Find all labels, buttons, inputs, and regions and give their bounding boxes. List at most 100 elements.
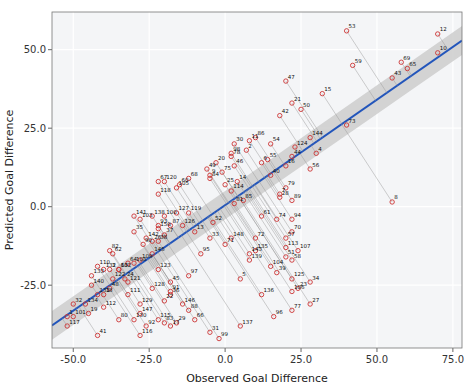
point-label: 49 [209,162,216,168]
point-label: 12 [440,26,447,32]
residual-line [66,315,68,316]
residual-line [189,178,212,214]
residual-line [158,252,210,332]
point-label: 72 [257,231,264,237]
residual-line [224,206,292,310]
point-label: 66 [197,312,204,318]
residual-line [84,303,86,304]
residual-line [280,116,303,151]
point-label: 86 [257,130,264,136]
point-label: 128 [154,281,165,287]
y-axis-label: Predicted Goal Difference [3,110,16,251]
point-label: 37 [166,227,173,233]
point-label: 100 [166,209,177,215]
point-label: 137 [242,319,253,325]
point-label: 124 [297,140,308,146]
grid-line [376,12,377,348]
tick-label: 75.0 [442,354,464,365]
point-label: 4 [318,146,322,152]
point-label: 54 [273,136,280,142]
point-label: 138 [154,209,165,215]
point-label: 58 [294,253,301,259]
grid-line [52,128,462,129]
tick [48,206,52,207]
point-label: 134 [87,297,98,303]
point-label: 139 [251,253,262,259]
tick [149,348,150,352]
residual-line [254,185,276,219]
point-label: 1 [69,309,73,315]
point-label: 38 [160,234,167,240]
tick-label: -50.0 [60,354,86,365]
point-label: 71 [227,237,234,243]
point-label: 28 [282,190,289,196]
tick [48,49,52,50]
point-label: 147 [142,306,153,312]
point-label: 109 [142,253,153,259]
point-label: 59 [355,58,362,64]
residual-line [269,174,271,175]
residual-line [249,141,270,174]
residuals [62,31,448,339]
residual-line [230,201,276,272]
point-label: 40 [273,168,280,174]
tick-label: 25.0 [24,123,46,134]
residual-line [238,196,298,288]
point-label: 81 [236,196,243,202]
residual-line [118,280,140,314]
residual-line [231,156,251,187]
point-label: 130 [136,312,147,318]
point-label: 112 [106,300,117,306]
residual-line [108,286,140,335]
residual-line [208,217,226,244]
point-label: 29 [179,315,186,321]
residual-line [226,205,256,251]
point-label: 44 [294,149,301,155]
residual-line [128,273,159,320]
point-label: 144 [312,130,323,136]
residual-line [161,250,219,339]
residual-line [216,163,238,197]
point-labels: 1234567891011121314151617181920212223242… [69,23,447,337]
point-label: 32 [75,297,82,303]
residual-line [245,191,261,216]
point-label: 125 [294,271,305,277]
point-label: 21 [294,96,301,102]
residual-line [207,169,229,203]
point-label: 113 [288,240,299,246]
residual-line [152,256,183,304]
tick-label: 50.0 [366,354,388,365]
confidence-band [52,26,462,340]
residual-line [249,188,310,282]
point-label: 43 [394,70,401,76]
point-label: 121 [130,275,141,281]
residual-line [342,124,393,202]
point-label: 105 [179,180,190,186]
residual-line [149,258,171,291]
residual-line [117,281,147,326]
tick [301,348,302,352]
point-label: 45 [172,275,179,281]
point-label: 142 [148,231,159,237]
x-axis-label: Observed Goal Difference [186,372,328,385]
point-label: 140 [93,278,104,284]
residual-line [246,150,264,178]
residual-line [209,217,274,317]
point-label: 65 [409,61,416,67]
plot-area [52,12,462,348]
point-label: 48 [112,281,119,287]
point-label: 145 [154,246,165,252]
grid-line [52,49,462,50]
residual-line [168,245,188,276]
point-label: 82 [112,243,119,249]
point-label: 90 [145,237,152,243]
point-label: 148 [233,231,244,237]
point-label: 47 [288,74,295,80]
residual-line [322,94,342,124]
point-label: 68 [191,171,198,177]
residual-line [210,175,228,203]
point-label: 132 [106,262,117,268]
residual-line [187,232,201,254]
residual-line [247,190,292,260]
point-label: 80 [121,312,128,318]
